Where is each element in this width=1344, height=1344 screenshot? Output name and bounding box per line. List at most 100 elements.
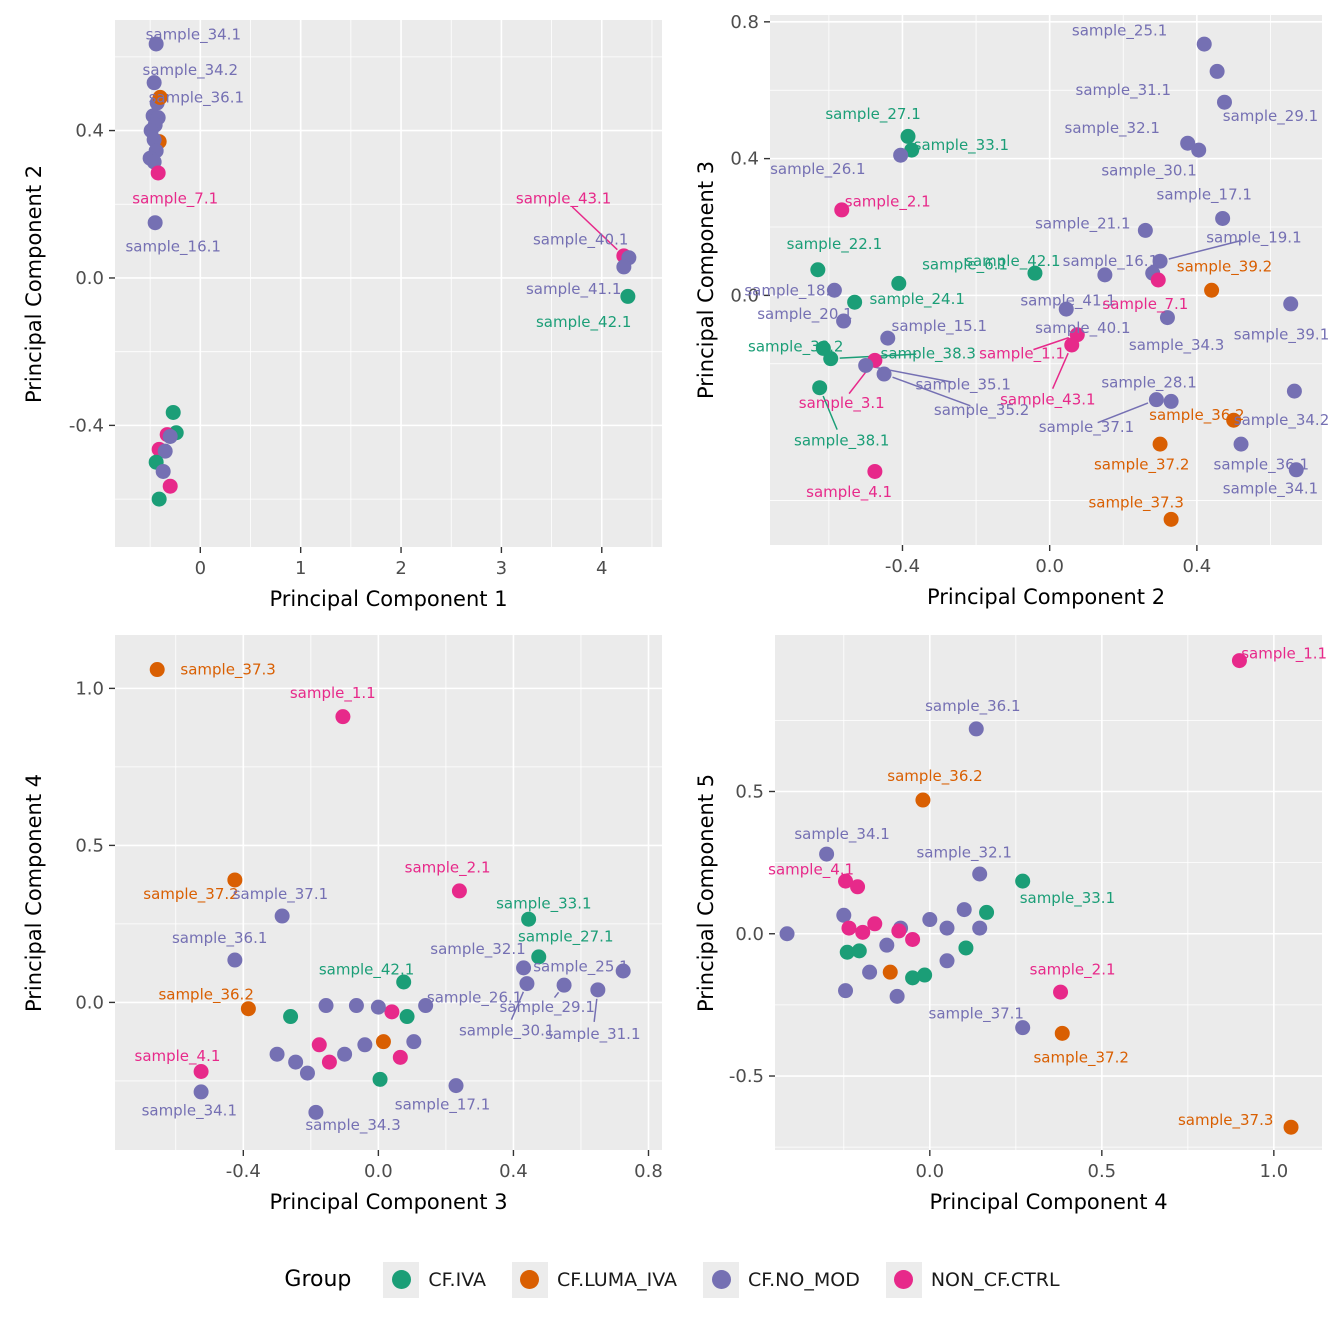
label-leader-line (892, 376, 971, 407)
data-point (155, 463, 171, 479)
point-label: sample_25.1 (533, 957, 628, 976)
point-label: sample_22.1 (787, 235, 882, 254)
point-label: sample_34.3 (1129, 336, 1224, 355)
data-point (838, 873, 854, 889)
data-point (834, 202, 850, 218)
plot-area-pc4-pc5: 0.0 0.5 1.0 -0.5 0.0 0.5 sample_1.1 sample_36.1… (672, 615, 1344, 1215)
x-axis-title: Principal Component 1 (269, 587, 508, 611)
point-label: sample_35.1 (915, 375, 1010, 394)
legend-entry-cf-iva: CF.IVA (383, 1261, 486, 1298)
data-point (905, 970, 921, 986)
point-label: sample_32.1 (916, 844, 1011, 863)
data-point (162, 478, 178, 494)
x-tick-label: 3 (496, 558, 507, 579)
point-label: sample_34.1 (794, 825, 889, 844)
x-tick-label: -0.4 (885, 556, 920, 577)
data-point (616, 259, 632, 275)
y-axis-title: Principal Component 5 (694, 773, 718, 1012)
data-point (519, 976, 535, 992)
x-tick-label: 0.0 (1035, 556, 1064, 577)
data-point (1097, 267, 1113, 283)
x-tick-label: 0.0 (364, 1161, 393, 1182)
panel-background (115, 635, 662, 1150)
legend-dot-icon (894, 1270, 914, 1289)
data-point (375, 1034, 391, 1050)
data-point (1216, 94, 1232, 110)
data-point (855, 924, 871, 940)
data-point (1204, 282, 1220, 298)
data-point (1283, 296, 1299, 312)
data-point (274, 908, 290, 924)
point-label: sample_27.1 (825, 105, 920, 124)
data-point (1150, 272, 1166, 288)
panels-grid: 0 1 2 3 4 -0.4 0.0 0.4 sample_34.1 sample_34.2 sam… (22, 12, 1344, 1215)
x-axis-title: Principal Component 2 (926, 585, 1166, 609)
y-tick-label: 0.4 (730, 149, 759, 170)
data-point (850, 879, 866, 895)
data-point (972, 866, 988, 882)
data-point (308, 1104, 324, 1120)
data-point (1054, 1025, 1070, 1041)
data-point (812, 380, 828, 396)
data-point (1283, 1119, 1299, 1135)
point-label: sample_37.3 (1088, 493, 1183, 512)
data-point (227, 872, 243, 888)
y-tick-label: -0.5 (729, 1066, 764, 1087)
legend-entry-label: CF.NO_MOD (748, 1268, 860, 1291)
point-label: sample_34.1 (146, 26, 241, 45)
point-label: sample_17.1 (395, 1095, 490, 1114)
data-point (893, 147, 909, 163)
x-axis-title: Principal Component 3 (269, 1190, 508, 1214)
data-point (193, 1084, 209, 1100)
data-point (149, 662, 165, 678)
panel-background (775, 635, 1322, 1150)
point-label: sample_16.1 (125, 238, 220, 257)
y-tick-label: 0.8 (730, 12, 759, 33)
point-label: sample_37.2 (1094, 456, 1189, 475)
point-label: sample_15.1 (892, 317, 987, 336)
data-point (968, 721, 984, 737)
point-label: sample_34.1 (1223, 480, 1318, 499)
point-label: sample_36.1 (1214, 456, 1309, 475)
plot-svg: -0.4 0.0 0.4 0.0 0.4 0.8 sample_25.1 sample_31.… (730, 12, 1329, 577)
point-label: sample_36.1 (149, 88, 244, 107)
y-tick-label: 0.0 (735, 924, 764, 945)
legend-entry-cf-luma-iva: CF.LUMA_IVA (511, 1261, 677, 1298)
panel-pc4-pc5: 0.0 0.5 1.0 -0.5 0.0 0.5 sample_1.1 sample_36.1… (672, 615, 1344, 1215)
data-point (779, 926, 795, 942)
x-tick-label: 0.0 (915, 1161, 944, 1182)
data-point (516, 960, 532, 976)
point-label: sample_36.2 (887, 767, 982, 786)
point-label: sample_31.1 (1076, 81, 1171, 100)
point-label: sample_2.1 (405, 858, 491, 877)
point-label: sample_33.1 (1020, 889, 1115, 908)
data-point (838, 983, 854, 999)
data-point (836, 907, 852, 923)
data-point (880, 330, 896, 346)
data-point (851, 943, 867, 959)
legend-entry-label: CF.IVA (428, 1268, 486, 1291)
legend-key-background (383, 1261, 420, 1298)
legend-key-background (885, 1261, 922, 1298)
y-tick-label: 0.0 (75, 268, 104, 289)
x-tick-label: -0.4 (226, 1161, 261, 1182)
point-label: sample_34.3 (305, 1116, 400, 1135)
data-point (1027, 265, 1043, 281)
data-point (147, 215, 163, 231)
data-point (1209, 63, 1225, 79)
point-label: sample_37.1 (1039, 418, 1134, 437)
data-point (972, 920, 988, 936)
data-point (858, 357, 874, 373)
data-point (337, 1046, 353, 1062)
data-point (1015, 1020, 1031, 1036)
data-point (1163, 511, 1179, 527)
data-point (882, 964, 898, 980)
data-point (418, 998, 434, 1014)
point-label: sample_28.1 (1101, 374, 1196, 393)
point-label: sample_20.1 (757, 305, 852, 324)
data-point (150, 165, 166, 181)
data-point (862, 964, 878, 980)
point-label: sample_7.1 (1102, 295, 1188, 314)
point-label: sample_29.1 (499, 998, 594, 1017)
